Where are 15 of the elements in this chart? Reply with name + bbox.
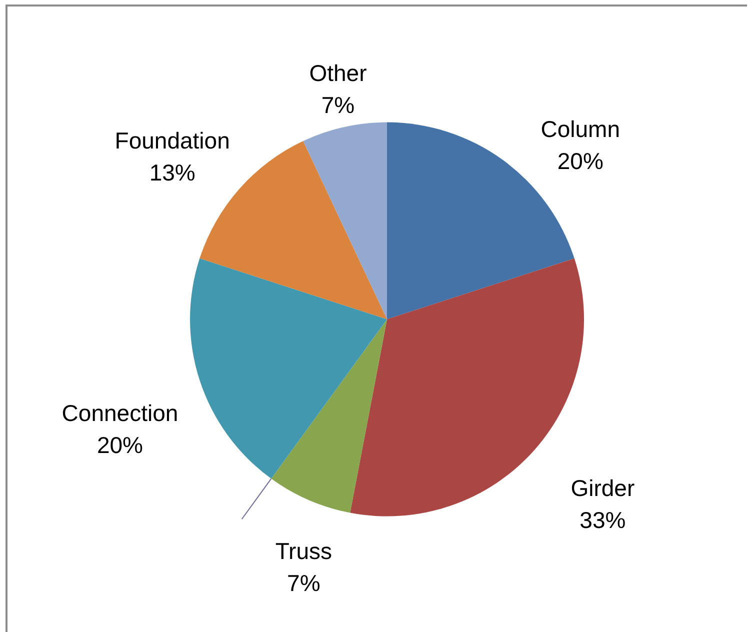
pie-slice bbox=[303, 122, 387, 320]
data-label: 20% bbox=[557, 148, 604, 174]
data-label: 7% bbox=[321, 92, 355, 118]
data-label: 20% bbox=[96, 432, 144, 458]
pie-slice bbox=[190, 258, 387, 479]
slice-label: Other bbox=[309, 60, 368, 86]
pie-slice bbox=[271, 319, 387, 513]
data-label: 7% bbox=[287, 570, 320, 596]
data-label: 33% bbox=[580, 507, 626, 534]
slice-label: Column bbox=[540, 116, 620, 142]
slice-label: Connection bbox=[62, 400, 178, 426]
data-label: 13% bbox=[149, 159, 196, 186]
slice-label: Truss bbox=[275, 538, 332, 564]
slice-label: Girder bbox=[570, 475, 635, 502]
slice-label: Foundation bbox=[114, 127, 230, 154]
